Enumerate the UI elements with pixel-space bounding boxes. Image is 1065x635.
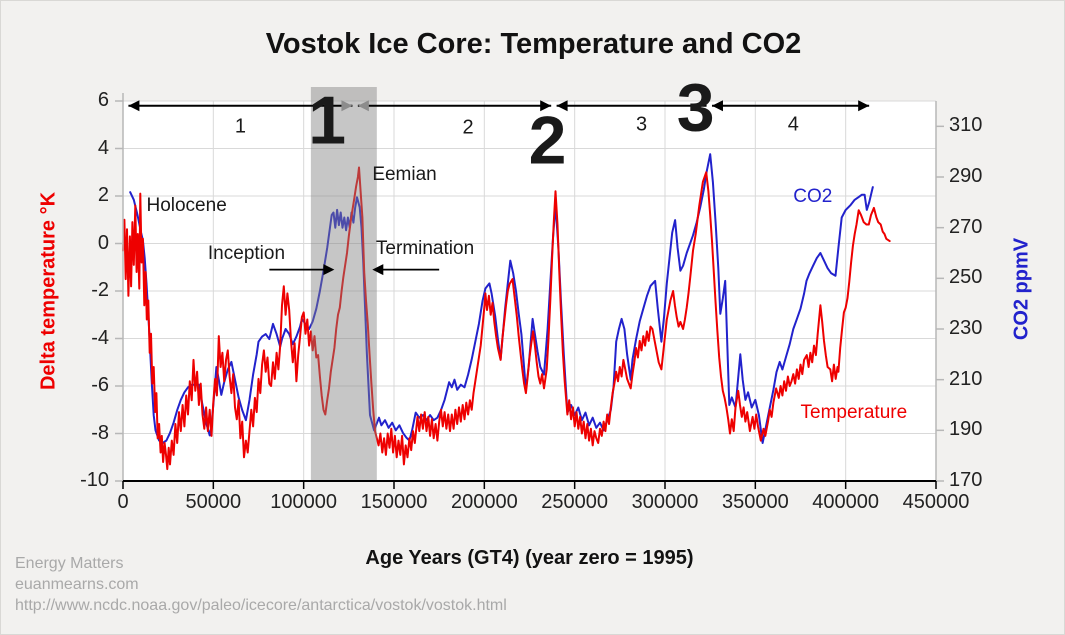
series-co2 xyxy=(129,153,874,444)
left-axis-tick-label: 2 xyxy=(97,184,109,206)
x-axis-title: Age Years (GT4) (year zero = 1995) xyxy=(365,547,694,569)
arrowhead-icon xyxy=(323,264,335,276)
right-axis-tick-label: 210 xyxy=(949,367,983,390)
annotation-termination: Termination xyxy=(375,237,475,259)
right-axis-tick-label: 250 xyxy=(949,266,983,289)
right-axis-tick-label: 310 xyxy=(949,114,983,137)
annotation-interval-3: 3 xyxy=(635,113,648,136)
annotation-big-3: 3 xyxy=(676,68,715,145)
annotation-eemian: Eemian xyxy=(372,164,437,186)
x-axis-tick-label: 250000 xyxy=(541,491,609,513)
right-axis-tick-label: 190 xyxy=(949,418,983,441)
left-axis-tick-label: 0 xyxy=(97,231,109,254)
right-axis-tick-label: 170 xyxy=(949,469,983,491)
annotation-big-1: 1 xyxy=(308,82,347,159)
annotation-co2-series-label: CO2 xyxy=(793,186,833,208)
left-axis-tick-label: -8 xyxy=(91,421,109,444)
right-axis-tick-label: 290 xyxy=(949,165,983,187)
x-axis-tick-label: 400000 xyxy=(812,491,880,513)
annotation-inception: Inception xyxy=(207,242,286,264)
right-axis-title: CO2 ppmV xyxy=(1010,237,1033,341)
x-axis-tick-label: 450000 xyxy=(902,491,970,513)
annotation-temperature-series-label: Temperature xyxy=(800,401,908,423)
arrowhead-icon xyxy=(128,100,140,112)
x-axis-tick-label: 300000 xyxy=(631,491,699,513)
annotation-big-2: 2 xyxy=(528,102,567,179)
x-axis-tick-label: 0 xyxy=(117,491,129,513)
watermark-line-1: Energy Matters xyxy=(15,555,124,572)
watermark-line-2: euanmearns.com xyxy=(15,576,139,593)
watermark-block: Energy Matters euanmearns.com http://www… xyxy=(15,553,507,616)
arrowhead-icon xyxy=(556,100,568,112)
x-axis-tick-label: 50000 xyxy=(185,491,242,513)
arrowhead-icon xyxy=(540,100,552,112)
annotation-interval-1: 1 xyxy=(234,115,246,138)
right-axis-tick-label: 230 xyxy=(949,317,983,339)
left-axis-tick-label: -6 xyxy=(91,374,109,396)
chart-title: Vostok Ice Core: Temperature and CO2 xyxy=(265,28,802,60)
left-axis-tick-label: -10 xyxy=(80,469,109,491)
x-axis-tick-label: 100000 xyxy=(270,491,338,513)
left-axis-tick-label: -2 xyxy=(91,279,109,301)
left-axis-tick-label: 4 xyxy=(97,136,109,159)
arrowhead-icon xyxy=(858,100,870,112)
series-temperature xyxy=(122,166,891,471)
arrowhead-icon xyxy=(711,100,723,112)
annotation-interval-4: 4 xyxy=(787,113,799,136)
left-axis-title: Delta temperature °K xyxy=(37,191,60,391)
annotation-interval-2: 2 xyxy=(462,116,474,139)
left-axis-tick-label: -4 xyxy=(91,326,109,349)
arrowhead-icon xyxy=(357,100,369,112)
x-axis-tick-label: 200000 xyxy=(450,491,518,513)
watermark-url: http://www.ncdc.noaa.gov/paleo/icecore/a… xyxy=(15,597,507,614)
x-axis-tick-label: 150000 xyxy=(360,491,428,513)
right-axis-tick-label: 270 xyxy=(949,215,983,238)
eemian-shaded-band xyxy=(310,87,377,481)
arrowhead-icon xyxy=(372,264,384,276)
arrowhead-icon xyxy=(341,100,353,112)
x-axis-tick-label: 350000 xyxy=(721,491,789,513)
annotation-holocene: Holocene xyxy=(146,195,227,216)
left-axis-tick-label: 6 xyxy=(97,89,109,111)
